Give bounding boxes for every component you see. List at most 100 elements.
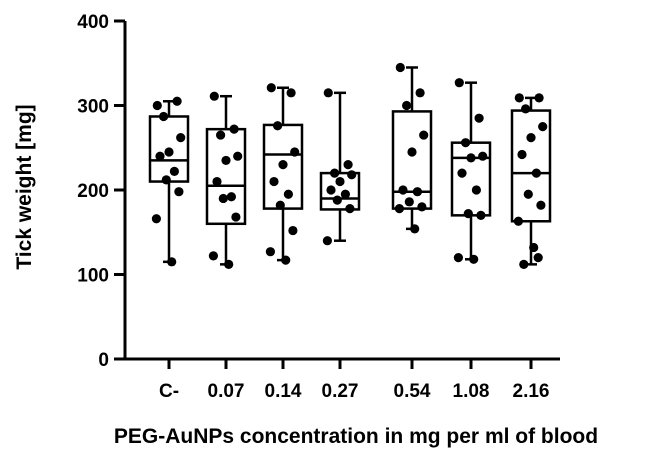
data-point [323, 88, 333, 98]
y-tick-label: 200 [77, 181, 109, 202]
data-point [218, 193, 228, 204]
data-point [402, 100, 412, 111]
data-point [523, 189, 533, 199]
data-point [283, 189, 293, 199]
data-point [231, 212, 241, 222]
data-point [208, 251, 218, 261]
x-tick-label: 2.16 [513, 381, 550, 402]
box-group [450, 81, 492, 261]
data-point [155, 151, 165, 161]
y-tick-label: 100 [77, 266, 109, 287]
data-point [275, 200, 285, 210]
data-point [526, 133, 536, 143]
data-point [534, 93, 544, 103]
data-point [169, 166, 179, 177]
data-point [343, 160, 353, 170]
data-point [281, 255, 291, 265]
box-iqr [319, 171, 361, 211]
data-point [265, 247, 275, 257]
data-point [404, 197, 414, 207]
data-point [454, 78, 464, 88]
data-point [345, 203, 355, 214]
x-tick-label: 1.08 [453, 381, 490, 402]
data-point [457, 168, 467, 178]
data-point [398, 185, 408, 195]
box-group [319, 91, 361, 242]
data-point [529, 242, 539, 253]
data-point [538, 122, 548, 132]
data-point [412, 187, 422, 197]
data-point [463, 209, 473, 219]
data-point [286, 88, 296, 98]
box-group [205, 94, 247, 266]
data-point [513, 216, 524, 226]
data-point [266, 83, 276, 93]
data-point [395, 62, 405, 73]
data-point [273, 121, 283, 131]
data-point [322, 236, 332, 246]
data-point [531, 168, 542, 178]
data-point [478, 151, 488, 161]
data-point [269, 176, 279, 187]
data-point [326, 185, 336, 195]
data-point [469, 254, 479, 264]
data-point [290, 147, 300, 157]
y-tick-label: 400 [77, 12, 109, 33]
data-point [453, 253, 463, 263]
y-axis-label: Tick weight [mg] [13, 104, 36, 269]
data-point [172, 96, 182, 106]
data-point [519, 259, 529, 269]
box-group [510, 96, 552, 266]
box-iqr [510, 109, 552, 223]
data-point [347, 170, 357, 180]
data-point [536, 200, 546, 210]
y-tick-label: 300 [77, 97, 109, 118]
data-point [174, 187, 184, 197]
data-point [164, 147, 174, 157]
data-point [288, 225, 298, 236]
data-point [407, 147, 417, 157]
x-axis: C- 0.07 0.14 0.27 0.54 1.08 2.16 [123, 357, 560, 402]
data-point [514, 93, 524, 103]
data-point [330, 168, 340, 178]
data-point [209, 91, 219, 101]
data-point [212, 176, 222, 187]
data-point [167, 257, 177, 267]
data-point [419, 130, 429, 140]
x-tick-label: 0.27 [322, 381, 359, 402]
data-point [335, 176, 345, 187]
box-group [262, 86, 304, 262]
y-tick-label: 0 [98, 350, 109, 371]
data-point [415, 88, 425, 98]
data-point [533, 253, 543, 263]
x-tick-label: C- [159, 381, 179, 402]
data-point [417, 202, 427, 212]
data-points [151, 62, 548, 269]
data-point [461, 138, 471, 148]
data-point [466, 153, 476, 163]
data-point [176, 133, 186, 143]
data-point [226, 192, 236, 202]
data-point [394, 203, 404, 214]
box-iqr [391, 110, 433, 210]
x-tick-label: 0.14 [265, 381, 302, 402]
data-point [474, 113, 484, 123]
data-point [221, 155, 231, 166]
data-point [410, 224, 420, 234]
data-point [233, 151, 243, 161]
data-point [161, 175, 171, 185]
box-iqr [205, 127, 247, 226]
y-axis: 0 100 200 300 400 [77, 12, 127, 371]
data-point [332, 195, 342, 205]
data-point [476, 210, 486, 220]
data-point [159, 111, 169, 122]
data-point [224, 259, 234, 269]
data-point [521, 104, 531, 114]
x-tick-label: 0.54 [394, 381, 431, 402]
data-point [471, 185, 481, 195]
data-point [340, 189, 350, 199]
data-point [229, 124, 239, 134]
data-point [517, 149, 527, 160]
x-axis-label: PEG-AuNPs concentration in mg per ml of … [114, 425, 598, 448]
